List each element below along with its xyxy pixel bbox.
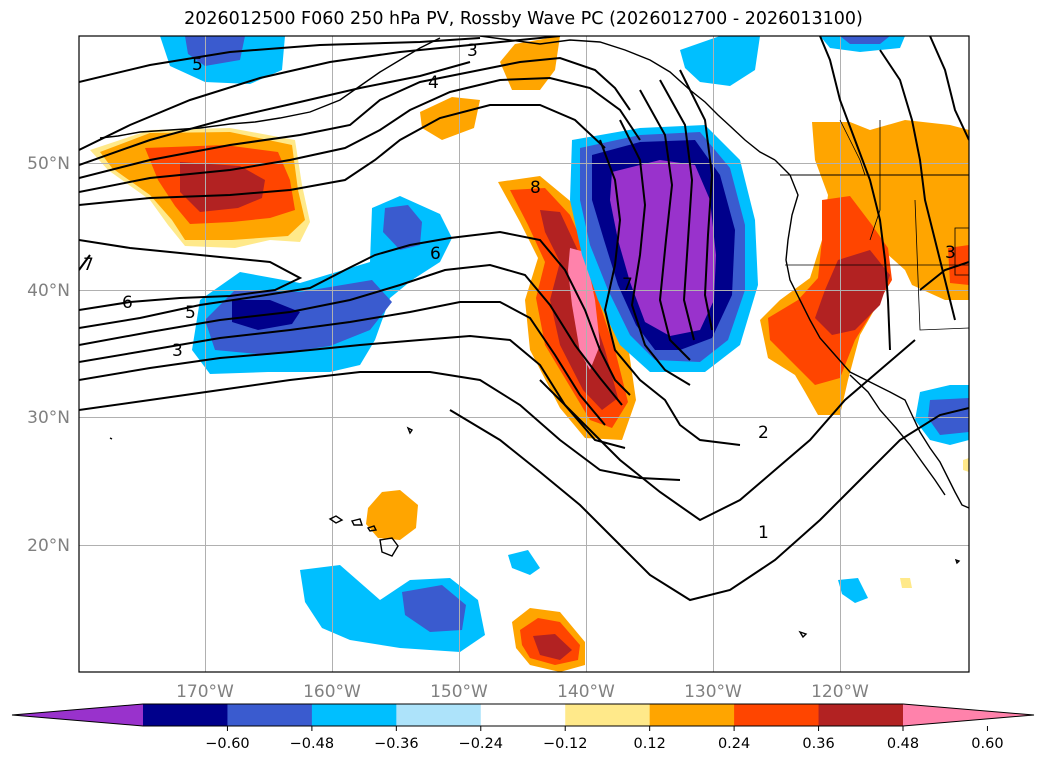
lon-label: 120°W — [811, 682, 869, 702]
colorbar-segment — [565, 704, 651, 726]
pv-anomaly-shading — [90, 36, 969, 672]
lon-label: 140°W — [557, 682, 615, 702]
longitude-labels: 170°W 160°W 150°W 140°W 130°W 120°W — [176, 682, 869, 702]
contour-label: 1 — [758, 523, 769, 543]
contour-labels: 5 3 4 8 6 7 6 5 3 7 2 1 3 — [83, 41, 956, 543]
lat-label: 30°N — [27, 408, 70, 428]
lat-label: 50°N — [27, 154, 70, 174]
contour-label: 6 — [430, 244, 441, 264]
colorbar-segment — [903, 704, 1034, 726]
map-title: 2026012500 F060 250 hPa PV, Rossby Wave … — [184, 9, 863, 29]
colorbar-segment — [396, 704, 482, 726]
colorbar-segment — [227, 704, 313, 726]
latitude-labels: 50°N 40°N 30°N 20°N — [27, 154, 70, 556]
colorbar-segment — [818, 704, 904, 726]
colorbar-tick-label: −0.24 — [459, 736, 503, 752]
contour-label: 3 — [467, 41, 478, 61]
contour-label: 6 — [122, 293, 133, 313]
colorbar-outline — [11, 703, 1035, 727]
colorbar-segment — [649, 704, 735, 726]
colorbar-tick-label: 0.48 — [887, 736, 919, 752]
colorbar-tick-label: −0.60 — [205, 736, 249, 752]
contour-label: 8 — [530, 178, 541, 198]
plot-frame — [78, 35, 970, 673]
colorbar-tick-label: 0.36 — [802, 736, 834, 752]
contour-label: 7 — [83, 255, 94, 275]
lat-label: 20°N — [27, 536, 70, 556]
colorbar-segment — [480, 704, 566, 726]
colorbar: −0.60 −0.48 −0.36 −0.24 −0.12 0.12 0.24 0.36 0.4… — [11, 703, 1035, 752]
contour-label: 7 — [622, 275, 633, 295]
pv-contours — [79, 36, 969, 602]
map-gridlines — [79, 36, 969, 672]
contour-label: 2 — [758, 423, 769, 443]
colorbar-tick-label: 0.12 — [634, 736, 666, 752]
colorbar-tick-label: 0.60 — [971, 736, 1003, 752]
colorbar-segment — [734, 704, 820, 726]
lon-label: 160°W — [303, 682, 361, 702]
contour-label: 3 — [172, 341, 183, 361]
coastlines — [99, 36, 969, 639]
lat-label: 40°N — [27, 281, 70, 301]
colorbar-segment — [311, 704, 397, 726]
contour-label: 5 — [185, 303, 196, 323]
contour-label: 3 — [945, 243, 956, 263]
colorbar-tick-label: −0.36 — [374, 736, 418, 752]
colorbar-tick-label: −0.12 — [543, 736, 587, 752]
lon-label: 170°W — [176, 682, 234, 702]
contour-label: 4 — [428, 73, 439, 93]
colorbar-segment — [143, 704, 228, 726]
lon-label: 130°W — [684, 682, 742, 702]
colorbar-tick-label: 0.24 — [718, 736, 750, 752]
colorbar-segment — [12, 704, 143, 726]
colorbar-tick-label: −0.48 — [290, 736, 334, 752]
contour-label: 5 — [192, 55, 203, 75]
lon-label: 150°W — [430, 682, 488, 702]
